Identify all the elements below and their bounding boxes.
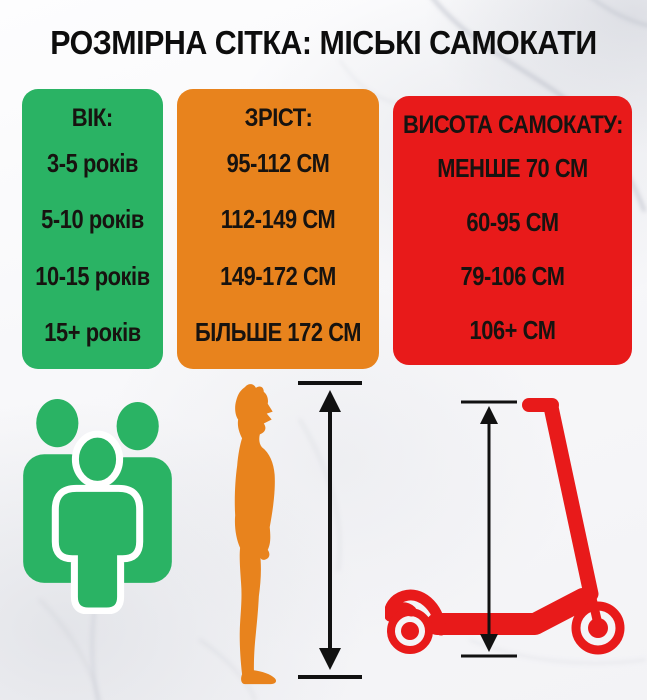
age-column-rows: 3-5 років 5-10 років 10-15 років 15+ рок… bbox=[22, 135, 163, 369]
height-row-1: 95-112 СМ bbox=[226, 147, 330, 178]
height-column-rows: 95-112 СМ 112-149 СМ 149-172 СМ БІЛЬШЕ 1… bbox=[177, 135, 379, 369]
height-row-2: 112-149 СМ bbox=[220, 204, 336, 235]
scooter-height-row-3: 79-106 СМ bbox=[460, 260, 565, 291]
scooter-height-row-4: 106+ СМ bbox=[469, 314, 556, 345]
age-column-header: ВІК: bbox=[71, 103, 114, 132]
scooter-height-row-1: МЕНШЕ 70 СМ bbox=[437, 153, 588, 184]
height-arrow-icon bbox=[461, 400, 517, 658]
scooter-height-row-2: 60-95 СМ bbox=[466, 207, 559, 238]
age-row-1: 3-5 років bbox=[47, 147, 138, 178]
height-row-3: 149-172 СМ bbox=[220, 260, 336, 291]
height-column-header: ЗРІСТ: bbox=[244, 103, 312, 132]
scooter-height-column-rows: МЕНШЕ 70 СМ 60-95 СМ 79-106 СМ 106+ СМ bbox=[393, 142, 632, 365]
standing-person-icon bbox=[234, 384, 277, 685]
height-row-4: БІЛЬШЕ 172 СМ bbox=[194, 317, 362, 348]
people-group-icon bbox=[23, 399, 172, 614]
age-column: ВІК: 3-5 років 5-10 років 10-15 років 15… bbox=[22, 89, 163, 369]
page-title: РОЗМІРНА СІТКА: МІСЬКІ САМОКАТИ bbox=[50, 24, 597, 61]
age-row-4: 15+ років bbox=[44, 317, 141, 348]
height-column: ЗРІСТ: 95-112 СМ 112-149 СМ 149-172 СМ Б… bbox=[177, 89, 379, 369]
age-row-2: 5-10 років bbox=[41, 204, 144, 235]
scooter-icon bbox=[385, 398, 625, 655]
age-row-3: 10-15 років bbox=[35, 260, 150, 291]
scooter-height-column-header: ВИСОТА САМОКАТУ: bbox=[402, 110, 623, 139]
scooter-height-column: ВИСОТА САМОКАТУ: МЕНШЕ 70 СМ 60-95 СМ 79… bbox=[393, 96, 632, 365]
height-arrow-icon bbox=[298, 381, 362, 679]
